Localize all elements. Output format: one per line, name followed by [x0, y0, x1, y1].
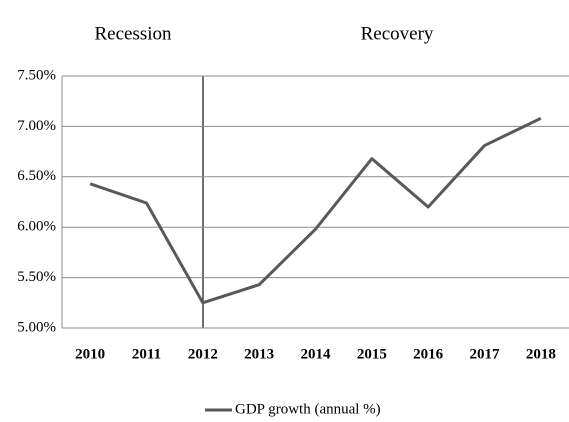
- annotation: Recession: [94, 23, 172, 44]
- x-tick-label: 2014: [301, 346, 332, 362]
- x-tick-label: 2012: [188, 346, 218, 362]
- y-tick-label: 7.00%: [17, 118, 56, 134]
- x-tick-label: 2010: [75, 346, 105, 362]
- x-tick-label: 2016: [413, 346, 444, 362]
- y-tick-label: 6.00%: [17, 219, 56, 235]
- y-tick-label: 5.50%: [17, 269, 56, 285]
- x-tick-label: 2015: [357, 346, 387, 362]
- annotation: Recovery: [361, 23, 434, 44]
- series-line: [89, 116, 542, 305]
- x-tick-label: 2011: [132, 346, 161, 362]
- x-tick-label: 2013: [244, 346, 274, 362]
- x-tick-label: 2018: [526, 346, 556, 362]
- y-tick-label: 6.50%: [17, 168, 56, 184]
- legend-label: GDP growth (annual %): [235, 401, 381, 417]
- y-tick-label: 5.00%: [17, 319, 56, 335]
- y-tick-label: 7.50%: [17, 67, 56, 83]
- x-tick-label: 2017: [470, 346, 501, 362]
